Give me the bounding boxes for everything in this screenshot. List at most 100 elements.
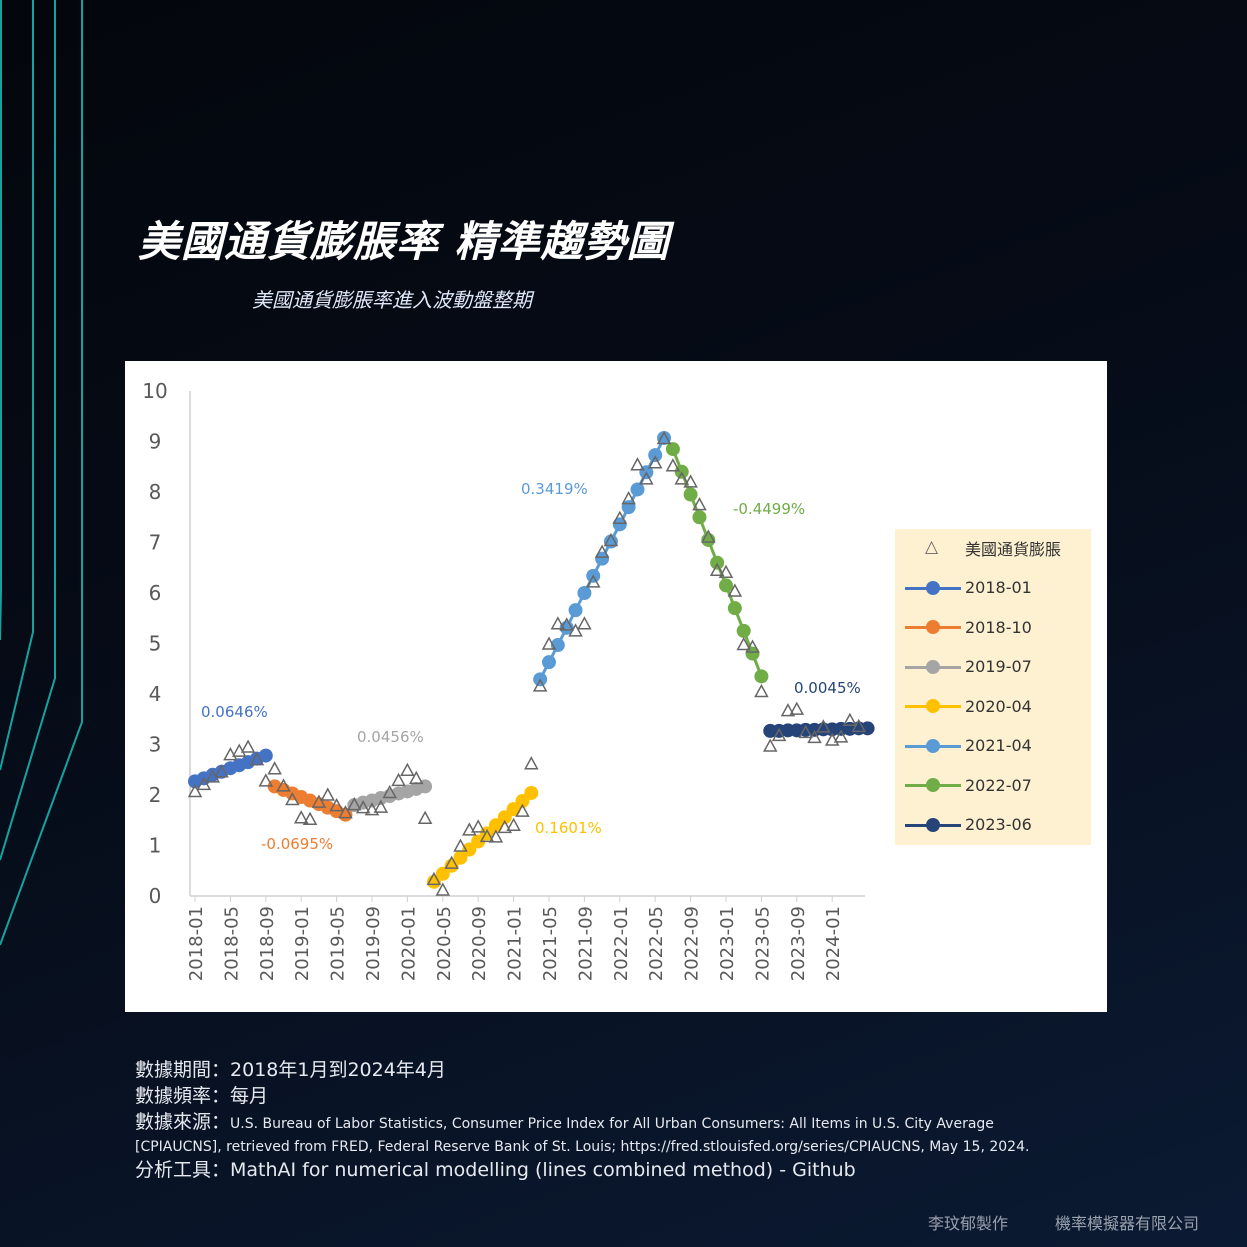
actual-point <box>718 564 734 579</box>
y-tick-label: 5 <box>149 632 162 656</box>
inflation-chart: 0 1 2 3 4 5 6 7 8 9 10 2018-01 2018-05 2018-09 2019-01… <box>142 379 875 981</box>
actual-point <box>364 802 380 816</box>
legend-swatch: △ <box>895 533 953 563</box>
actual-point <box>267 761 282 775</box>
y-tick-label: 6 <box>149 581 162 605</box>
actual-point <box>807 729 822 744</box>
actual-point <box>240 739 256 753</box>
actual-point <box>594 544 610 558</box>
actual-point <box>382 784 397 799</box>
actual-point <box>444 855 459 869</box>
x-tick-label: 2023-09 <box>788 906 809 981</box>
series-point-2020-04 <box>435 866 450 881</box>
legend-dot <box>926 620 940 634</box>
series-point-2022-07 <box>683 487 698 502</box>
legend-dot <box>926 580 940 595</box>
series-point-2021-04 <box>542 655 556 670</box>
actual-point <box>524 756 539 770</box>
series-point-2021-04 <box>603 534 618 549</box>
actual-point <box>515 803 530 817</box>
data-frequency: 數據頻率：每月 <box>135 1083 1029 1109</box>
series-point-2022-07 <box>692 510 707 525</box>
legend-dot <box>926 817 940 832</box>
x-tick-label: 2018-09 <box>257 906 278 981</box>
actual-point <box>426 871 442 886</box>
y-tick-label: 2 <box>149 783 162 807</box>
legend-label: 美國通貨膨脹 <box>965 540 1062 559</box>
series-point-2021-04 <box>568 603 583 618</box>
actual-point <box>701 529 716 543</box>
legend-label: 2022-07 <box>965 775 1032 795</box>
series-point-2021-04 <box>648 448 663 463</box>
series-point-2022-07 <box>719 578 733 593</box>
legend-item: 2021-04 <box>895 731 1091 761</box>
legend-dot <box>926 738 940 753</box>
actual-point <box>585 574 601 588</box>
series-point-2020-04 <box>462 842 477 857</box>
actual-point <box>488 829 504 843</box>
actual-point <box>771 727 787 742</box>
series-point-2021-04 <box>612 517 627 532</box>
actual-point <box>470 819 486 833</box>
series-point-2020-04 <box>488 818 503 833</box>
series-point-2020-04 <box>515 794 530 809</box>
x-tick-label: 2020-05 <box>434 906 455 981</box>
data-source-label: 數據來源： <box>135 1111 231 1133</box>
actual-point <box>506 817 521 832</box>
actual-point <box>329 798 344 812</box>
data-frequency-label: 數據頻率： <box>135 1085 231 1107</box>
x-tick-label: 2019-05 <box>328 906 349 981</box>
analysis-tool-value: MathAI for numerical modelling (lines co… <box>230 1159 856 1181</box>
actual-point <box>683 474 698 488</box>
data-source-value-2: [CPIAUCNS], retrieved from FRED, Federal… <box>135 1139 1030 1155</box>
slope-label-2022-07: -0.4499% <box>733 500 805 518</box>
legend-item: 2023-06 <box>895 810 1091 840</box>
x-tick-label: 2021-05 <box>540 906 561 981</box>
series-point-2019-07 <box>418 779 433 794</box>
x-tick-label: 2019-01 <box>292 906 313 981</box>
x-tick-label: 2019-09 <box>363 906 384 981</box>
actual-point <box>258 773 274 787</box>
analysis-tool-label: 分析工具： <box>135 1159 231 1181</box>
y-tick-label: 10 <box>142 379 167 403</box>
author-credit: 李玟郁製作 <box>928 1214 1009 1233</box>
actual-point <box>276 778 291 792</box>
legend-label: 2018-01 <box>965 578 1032 597</box>
actual-point <box>577 616 592 630</box>
x-tick-label: 2021-01 <box>505 906 526 981</box>
actual-point <box>630 457 645 471</box>
actual-point <box>824 732 840 746</box>
actual-point <box>762 738 778 752</box>
actual-point <box>674 471 690 485</box>
footer-info: 數據期間：2018年1月到2024年4月 數據頻率：每月 數據來源：U.S. B… <box>135 1057 1029 1183</box>
legend-item: 2018-10 <box>895 612 1091 642</box>
actual-point <box>833 729 849 743</box>
actual-point <box>656 430 672 445</box>
legend-label: 2019-07 <box>965 657 1032 676</box>
y-tick-label: 7 <box>149 531 162 555</box>
slope-label-2018-01: 0.0646% <box>201 703 268 721</box>
actual-point <box>559 617 574 631</box>
data-frequency-value: 每月 <box>230 1085 269 1107</box>
actual-point <box>568 623 583 637</box>
actual-point <box>754 683 769 698</box>
actual-point <box>692 497 707 511</box>
actual-point <box>453 838 468 852</box>
series-point-2022-07 <box>710 555 725 570</box>
actual-point <box>541 636 557 650</box>
x-tick-label: 2022-09 <box>682 906 703 981</box>
actual-point <box>745 639 760 653</box>
series-point-2021-04 <box>630 482 645 497</box>
actual-point <box>249 752 265 766</box>
actual-point <box>789 701 805 715</box>
x-tick-label: 2022-05 <box>646 906 667 981</box>
actual-point <box>302 811 318 825</box>
actual-point <box>311 794 327 808</box>
x-tick-label: 2023-01 <box>717 906 738 981</box>
actual-point <box>320 787 336 801</box>
y-tick-label: 8 <box>149 480 162 504</box>
x-tick-label: 2023-05 <box>752 906 773 981</box>
legend-swatch <box>895 612 961 642</box>
series-point-2020-04 <box>524 785 539 800</box>
chart-panel: 0 1 2 3 4 5 6 7 8 9 10 2018-01 2018-05 2018-09 2019-01… <box>125 361 1107 1012</box>
